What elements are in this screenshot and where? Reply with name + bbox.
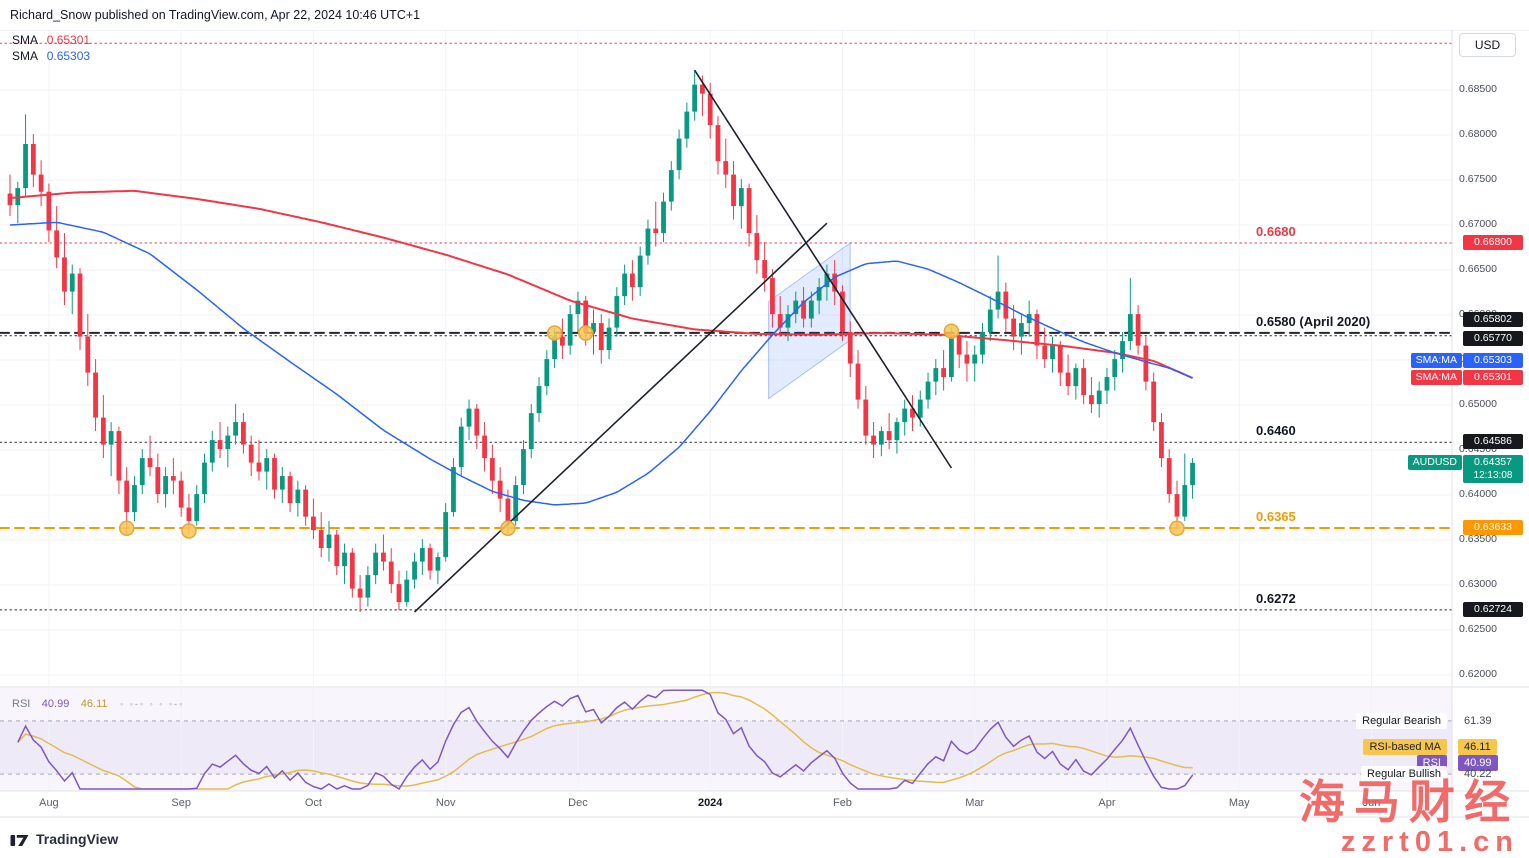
indicator-legend: SMA 0.65301 SMA 0.65303 xyxy=(12,33,90,65)
tradingview-brand[interactable]: TradingView xyxy=(36,830,119,847)
watermark-line1: 海马财经 xyxy=(1299,776,1519,828)
pane-backgrounds xyxy=(0,688,1452,791)
rsi-legend-value: 40.99 xyxy=(41,698,70,710)
sma-fast-label: SMA xyxy=(12,49,38,63)
candlestick-series xyxy=(7,70,1195,612)
rsi-legend[interactable]: RSI 40.99 46.11 ◦ ◦-◦ ◦ ◦ ◦-◦ xyxy=(12,694,184,712)
publish-header: Richard_Snow published on TradingView.co… xyxy=(0,0,1529,30)
horizontal-price-levels xyxy=(0,42,1453,611)
rsi-ma-legend-value: 46.11 xyxy=(80,698,108,710)
rsi-legend-label: RSI xyxy=(12,698,31,710)
pane-borders xyxy=(0,29,1529,818)
sma-fast-value: 0.65303 xyxy=(46,49,91,63)
trendlines[interactable] xyxy=(414,69,953,613)
sma-slow-legend[interactable]: SMA 0.65301 xyxy=(12,33,90,47)
sma-fast-legend[interactable]: SMA 0.65303 xyxy=(12,49,90,63)
sma-slow-value: 0.65301 xyxy=(46,33,91,47)
publish-byline: Richard_Snow published on TradingView.co… xyxy=(10,8,421,22)
currency-toggle-button[interactable]: USD xyxy=(1459,33,1516,57)
tradingview-logo-icon[interactable] xyxy=(10,830,29,847)
rsi-pane xyxy=(0,689,1452,791)
rsi-params-icons: ◦ ◦-◦ ◦ ◦ ◦-◦ xyxy=(119,699,185,709)
moving-averages xyxy=(10,189,1193,506)
footer: TradingView xyxy=(10,830,118,847)
highlight-circles xyxy=(118,323,1185,539)
sma-slow-label: SMA xyxy=(12,33,38,47)
rsi-ma-line xyxy=(17,691,1193,790)
sma-fast-line xyxy=(10,221,1193,506)
sma-slow-line xyxy=(10,189,1193,379)
rsi-line xyxy=(17,689,1194,791)
watermark: 海马财经 zzrt01.cn xyxy=(1299,779,1519,857)
watermark-line2: zzrt01.cn xyxy=(1340,826,1519,858)
